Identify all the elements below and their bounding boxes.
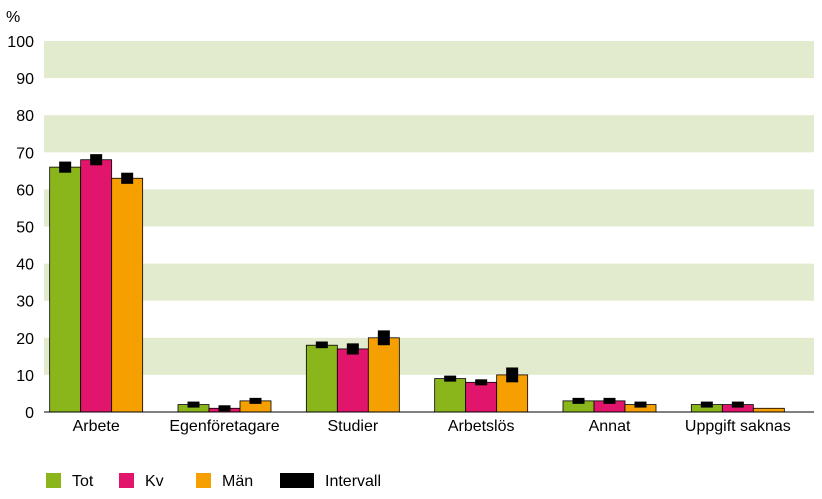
legend-label: Intervall xyxy=(325,473,381,490)
bar-kv-2 xyxy=(336,348,369,413)
legend-swatch-3 xyxy=(280,473,314,488)
y-axis-label: % xyxy=(6,9,20,26)
interval-marker xyxy=(506,367,519,383)
interval-marker xyxy=(572,397,585,404)
interval-marker xyxy=(475,379,488,386)
y-axis: % 0 10 20 30 40 50 60 70 80 90 100 xyxy=(6,9,34,422)
interval-marker xyxy=(218,405,231,412)
legend: Tot Kv Män Intervall xyxy=(46,473,381,490)
bar-tot-3 xyxy=(434,378,467,413)
x-tick-label: Uppgift saknas xyxy=(685,418,791,435)
y-tick-label: 90 xyxy=(16,71,34,88)
interval-marker xyxy=(377,330,390,346)
y-tick-label: 50 xyxy=(16,220,34,237)
x-tick-label: Studier xyxy=(327,418,378,435)
interval-marker xyxy=(59,161,72,173)
grid-band xyxy=(44,115,814,153)
bar-män-0 xyxy=(111,177,144,413)
interval-marker xyxy=(731,401,744,408)
grid-band xyxy=(44,337,814,375)
interval-marker xyxy=(634,401,647,408)
y-tick-label: 40 xyxy=(16,257,34,274)
y-tick-label: 70 xyxy=(16,145,34,162)
grid-band xyxy=(44,263,814,301)
bar-tot-2 xyxy=(305,344,338,413)
y-tick-label: 20 xyxy=(16,331,34,348)
y-tick-label: 0 xyxy=(25,405,34,422)
legend-swatch-1 xyxy=(119,473,134,488)
interval-marker xyxy=(187,401,200,408)
y-tick-label: 30 xyxy=(16,294,34,311)
y-tick-label: 10 xyxy=(16,368,34,385)
interval-markers xyxy=(59,154,744,412)
x-tick-label: Arbetslös xyxy=(448,418,515,435)
legend-label: Tot xyxy=(72,473,94,490)
grid-bands xyxy=(44,41,814,375)
interval-marker xyxy=(121,172,134,184)
interval-marker xyxy=(700,401,713,408)
x-tick-label: Annat xyxy=(589,418,631,435)
interval-marker xyxy=(444,375,457,382)
y-tick-label: 100 xyxy=(7,34,34,51)
legend-label: Kv xyxy=(145,473,164,490)
interval-marker xyxy=(249,397,262,404)
bar-män-2 xyxy=(367,337,400,413)
legend-swatch-0 xyxy=(46,473,61,488)
grid-band xyxy=(44,41,814,79)
y-tick-label: 80 xyxy=(16,108,34,125)
legend-swatch-2 xyxy=(196,473,211,488)
interval-marker xyxy=(90,154,103,166)
bar-män-5 xyxy=(752,407,785,413)
x-tick-label: Egenföretagare xyxy=(169,418,279,435)
x-axis: Arbete Egenföretagare Studier Arbetslös Anna… xyxy=(44,411,814,435)
y-tick-label: 60 xyxy=(16,182,34,199)
bar-kv-3 xyxy=(465,381,498,413)
interval-marker xyxy=(315,341,328,349)
interval-marker xyxy=(346,343,359,355)
interval-marker xyxy=(603,397,616,404)
bar-kv-0 xyxy=(80,159,113,413)
bar-tot-0 xyxy=(49,166,82,413)
grid-band xyxy=(44,189,814,227)
x-tick-label: Arbete xyxy=(73,418,120,435)
legend-label: Män xyxy=(222,473,253,490)
